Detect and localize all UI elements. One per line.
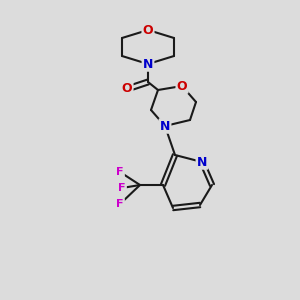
Text: F: F	[118, 183, 126, 193]
Text: N: N	[143, 58, 153, 70]
Text: F: F	[116, 167, 124, 177]
Text: N: N	[197, 155, 207, 169]
Text: F: F	[116, 199, 124, 209]
Text: O: O	[122, 82, 132, 95]
Text: O: O	[177, 80, 187, 92]
Text: N: N	[160, 119, 170, 133]
Text: O: O	[143, 23, 153, 37]
